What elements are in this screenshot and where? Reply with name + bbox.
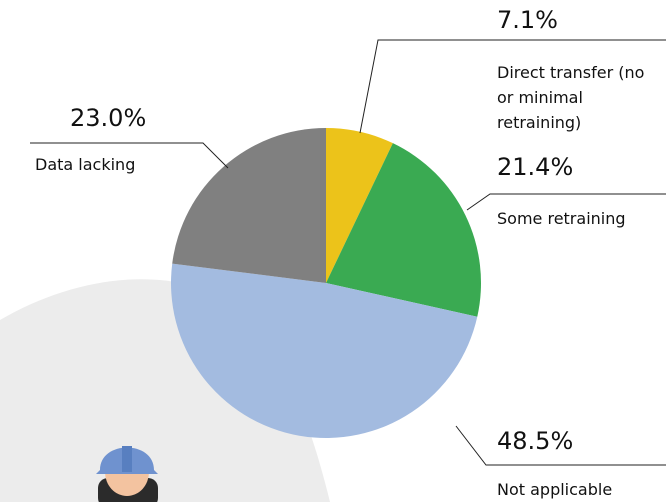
leader-line (30, 142, 229, 169)
pie-slice (326, 143, 481, 317)
worker-icon (96, 446, 158, 502)
value-label: 21.4% (497, 153, 574, 181)
leader-line (359, 39, 666, 134)
leader-line (455, 425, 666, 466)
category-label: Some retraining (497, 209, 626, 228)
leader-line (466, 193, 666, 211)
pie-slice (170, 263, 478, 439)
pie-slice (326, 128, 393, 283)
pie-slice (172, 128, 326, 283)
pie (170, 128, 481, 439)
value-label: 23.0% (70, 104, 147, 132)
value-label: 48.5% (497, 427, 574, 455)
category-label: Data lacking (35, 155, 136, 174)
category-label: Direct transfer (no or minimal retrainin… (497, 63, 645, 132)
value-label: 7.1% (497, 6, 558, 34)
category-label: Not applicable (497, 480, 613, 499)
